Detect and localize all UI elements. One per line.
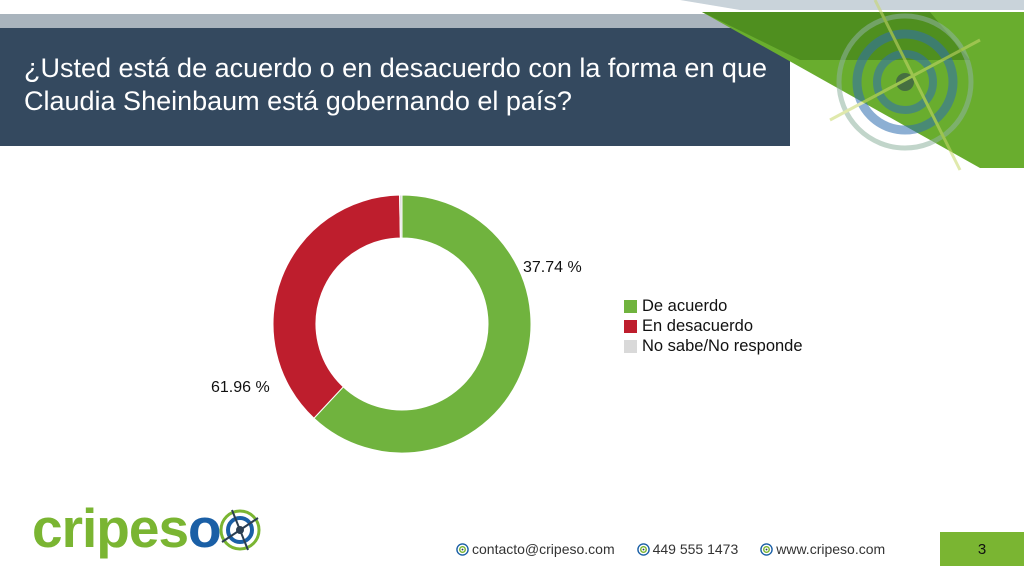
legend-item-en-desacuerdo: En desacuerdo [624,316,803,336]
slice-no-sabe [399,194,403,239]
page-title: ¿Usted está de acuerdo o en desacuerdo c… [24,53,767,116]
email-link[interactable]: contacto@cripeso.com [472,541,615,557]
top-accent-strip [0,14,760,28]
crosshair-target-icon [219,509,261,551]
chart-legend: De acuerdo En desacuerdo No sabe/No resp… [624,296,803,356]
logo-text-green: cripes [32,497,189,559]
legend-swatch [624,319,637,333]
cripeso-logo: cripeso [32,497,261,559]
title-band [0,28,790,146]
page-number: 3 [977,540,987,558]
corner-decoration [680,0,1024,171]
page-number-box: 3 [940,532,1024,566]
contact-footer: contacto@cripeso.com 449 555 1473 www.cr… [456,541,907,557]
data-label-de-acuerdo: 61.96 % [211,379,270,396]
legend-item-de-acuerdo: De acuerdo [624,296,803,316]
legend-label: No sabe/No responde [642,336,803,355]
target-icon [636,542,650,556]
legend-swatch [624,299,637,313]
legend-swatch [624,339,637,353]
phone-link[interactable]: 449 555 1473 [652,541,739,557]
target-icon [760,542,774,556]
donut-slices [272,194,532,454]
legend-label: En desacuerdo [642,316,753,335]
slice-en-desacuerdo [272,194,401,419]
legend-item-no-sabe: No sabe/No responde [624,336,803,356]
crosshair-watermark-icon [829,0,981,171]
target-icon [456,542,469,556]
footer-website[interactable]: www.cripeso.com [760,541,885,557]
data-label-en-desacuerdo: 37.74 % [523,259,582,276]
donut-chart: 61.96 % 37.74 % [211,194,582,454]
footer-email[interactable]: contacto@cripeso.com [456,541,615,557]
slice-de-acuerdo [313,194,532,454]
website-link[interactable]: www.cripeso.com [776,541,886,557]
footer-phone[interactable]: 449 555 1473 [636,541,739,557]
legend-label: De acuerdo [642,296,728,315]
logo-text-blue: o [188,497,222,559]
